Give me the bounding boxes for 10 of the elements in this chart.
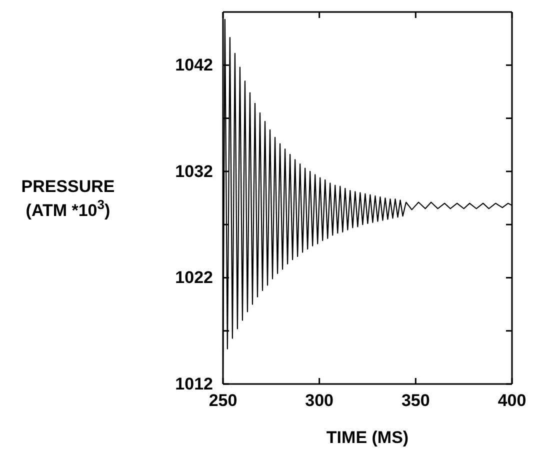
y-tick-label: 1012 bbox=[175, 374, 213, 394]
y-tick-label: 1032 bbox=[175, 162, 213, 181]
y-axis-title: PRESSURE (ATM *10$^{3}$) bbox=[21, 177, 115, 220]
x-tick-label: 350 bbox=[401, 391, 430, 410]
y-tick-label: 1042 bbox=[175, 56, 213, 75]
x-tick-label: 400 bbox=[498, 391, 526, 410]
y-tick-label: 1022 bbox=[175, 268, 213, 288]
x-axis-title: TIME (MS) bbox=[326, 428, 409, 447]
x-tick-label: 300 bbox=[305, 391, 334, 410]
x-tick-label: 250 bbox=[208, 391, 238, 410]
